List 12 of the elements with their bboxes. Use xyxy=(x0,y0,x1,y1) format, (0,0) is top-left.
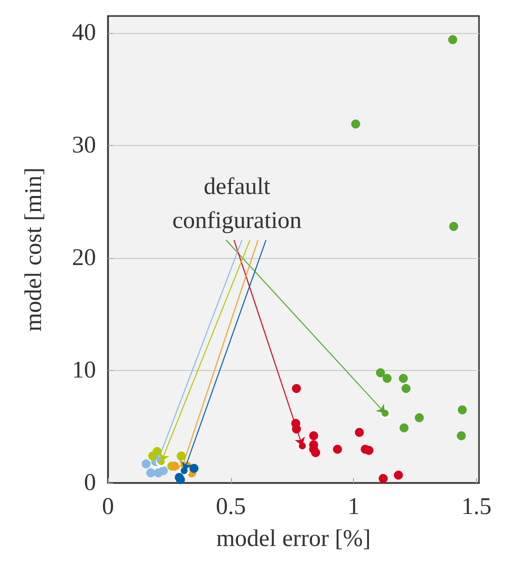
x-tick-label: 1 xyxy=(348,494,360,520)
y-tick-label: 0 xyxy=(84,470,96,496)
x-tick-label: 0.5 xyxy=(216,494,246,520)
annotation: default configuration xyxy=(172,174,302,234)
y-tick-label: 40 xyxy=(72,20,96,46)
x-tick-label: 0 xyxy=(102,494,114,520)
y-axis-title: model cost [min] xyxy=(21,168,47,332)
x-axis-title: model error [%] xyxy=(216,526,371,552)
x-tick-label: 1.5 xyxy=(462,494,492,520)
y-tick-label: 10 xyxy=(72,357,96,384)
y-tick-label: 30 xyxy=(72,132,96,158)
y-tick-label: 20 xyxy=(72,244,96,271)
